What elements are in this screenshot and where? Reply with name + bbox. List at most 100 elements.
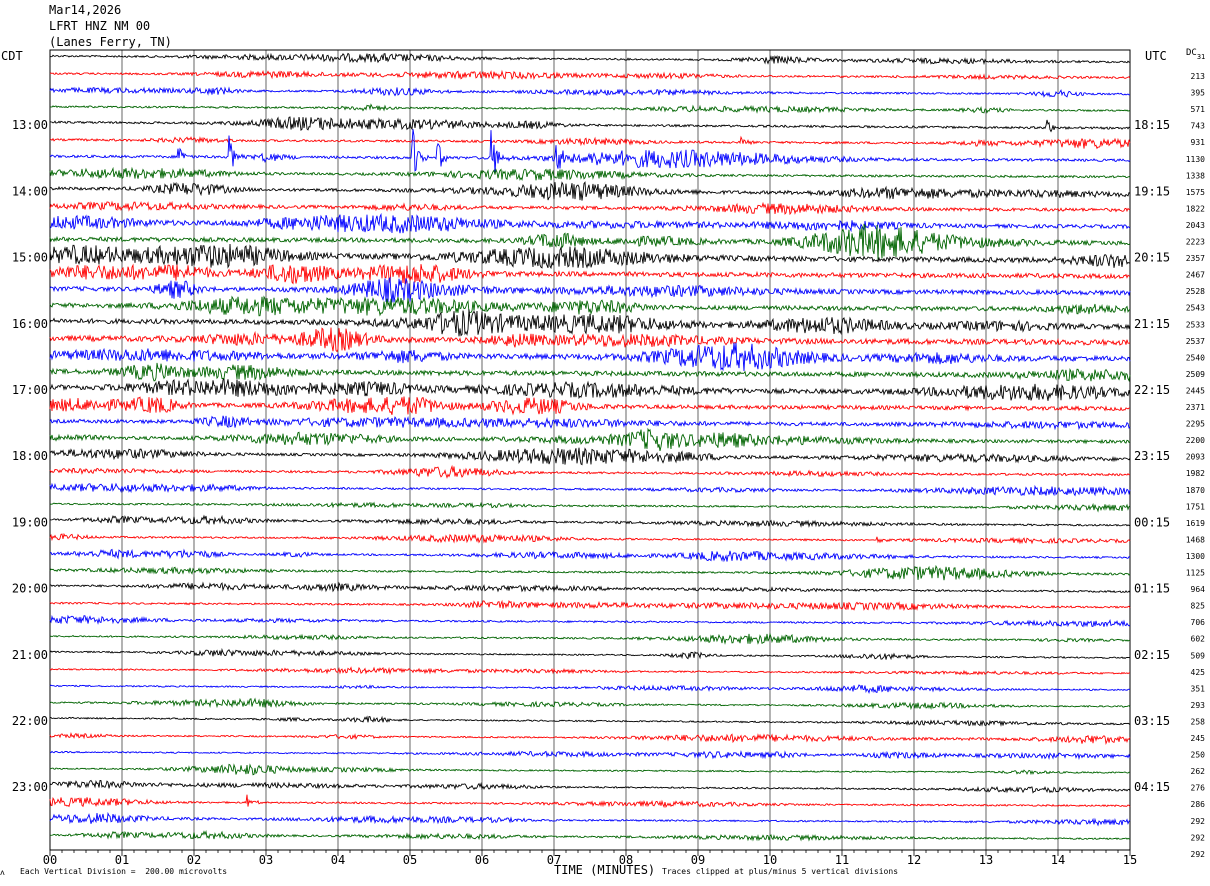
seismic-trace	[49, 223, 1131, 260]
dc-offset-label: 931	[1191, 138, 1206, 147]
seismic-trace	[49, 514, 1131, 528]
x-tick-label: 14	[1051, 853, 1065, 867]
dc-offset-label: 2223	[1186, 238, 1205, 247]
seismic-trace	[49, 181, 1131, 201]
dc-offset-label: 286	[1191, 800, 1206, 809]
x-tick-label: 03	[259, 853, 273, 867]
utc-time-label: 21:15	[1134, 317, 1170, 331]
seismic-trace	[49, 532, 1131, 545]
dc-offset-label: 2357	[1186, 254, 1205, 263]
utc-time-label: 01:15	[1134, 582, 1170, 596]
seismic-trace	[49, 52, 1131, 66]
x-tick-label: 04	[331, 853, 345, 867]
x-tick-label: 15	[1123, 853, 1137, 867]
utc-time-label: 18:15	[1134, 118, 1170, 132]
dc-offset-label: 425	[1191, 668, 1206, 677]
left-axis-title: CDT	[1, 49, 23, 63]
utc-time-label: 04:15	[1134, 780, 1170, 794]
seismic-trace	[49, 276, 1131, 303]
minute-grid	[49, 49, 1131, 851]
dc-offset-label: 2509	[1186, 370, 1205, 379]
scale-note: Each Vertical Division = 200.00 microvol…	[20, 867, 228, 876]
dc-offset-label: 262	[1191, 767, 1206, 776]
seismic-trace	[49, 396, 1131, 416]
seismic-trace	[49, 327, 1131, 353]
seismic-trace	[49, 86, 1131, 98]
seismic-trace	[49, 614, 1131, 628]
seismic-trace	[49, 548, 1131, 563]
station-location: (Lanes Ferry, TN)	[49, 35, 172, 49]
x-tick-label: 09	[691, 853, 705, 867]
seismic-trace	[49, 482, 1131, 497]
x-tick-label: 05	[403, 853, 417, 867]
dc-offset-label: 2043	[1186, 221, 1205, 230]
dc-offset-label: 706	[1191, 618, 1206, 627]
dc-offset-label: 250	[1191, 751, 1206, 760]
dc-offset-label: 245	[1191, 734, 1206, 743]
seismic-trace	[49, 794, 1131, 809]
seismic-trace	[49, 415, 1131, 431]
plot-date: Mar14,2026	[49, 3, 122, 17]
seismic-trace	[49, 464, 1131, 479]
dc-offset-label: 1982	[1186, 469, 1205, 478]
utc-time-label: 02:15	[1134, 648, 1170, 662]
dc-offset-label: 2371	[1186, 403, 1205, 412]
dc-offset-label: 743	[1191, 122, 1206, 131]
seismic-trace	[49, 129, 1131, 174]
x-tick-label: 10	[763, 853, 777, 867]
seismic-trace	[49, 697, 1131, 711]
seismic-trace	[49, 309, 1131, 337]
dc-offset-label: 2528	[1186, 287, 1205, 296]
seismic-trace	[49, 666, 1131, 676]
seismic-trace	[49, 69, 1131, 81]
utc-time-label: 03:15	[1134, 714, 1170, 728]
dc-column-title: DC31	[1186, 48, 1206, 61]
seismic-trace	[49, 362, 1131, 383]
cdt-time-label: 19:00	[12, 515, 48, 529]
time-labels: 13:00 14:00 15:00 16:00 17:00 18:00 19:00 20:00…	[12, 72, 1205, 859]
x-tick-label: 12	[907, 853, 921, 867]
dc-offset-label: 1619	[1186, 519, 1205, 528]
seismic-trace	[49, 166, 1131, 182]
clip-note: Traces clipped at plus/minus 5 vertical …	[662, 867, 899, 876]
x-tick-label: 00	[43, 853, 57, 867]
cdt-time-label: 13:00	[12, 118, 48, 132]
x-tick-label: 02	[187, 853, 201, 867]
seismic-trace	[49, 731, 1131, 746]
dc-offset-label: 292	[1191, 850, 1206, 859]
cdt-time-label: 20:00	[12, 582, 48, 596]
cdt-time-label: 22:00	[12, 714, 48, 728]
dc-offset-label: 2295	[1186, 420, 1205, 429]
x-axis-title: TIME (MINUTES)	[554, 863, 656, 877]
seismic-trace	[49, 564, 1131, 581]
dc-offset-label: 1870	[1186, 486, 1205, 495]
dc-offset-label: 1468	[1186, 535, 1205, 544]
dc-offset-label: 602	[1191, 635, 1206, 644]
dc-offset-label: 509	[1191, 651, 1206, 660]
dc-offset-label: 1338	[1186, 171, 1205, 180]
dc-offset-label: 1300	[1186, 552, 1205, 561]
seismic-trace	[49, 779, 1131, 794]
x-tick-label: 08	[619, 853, 633, 867]
seismic-trace	[49, 632, 1131, 645]
dc-offset-label: 292	[1191, 833, 1206, 842]
dc-offset-label: 293	[1191, 701, 1206, 710]
cdt-time-label: 21:00	[12, 648, 48, 662]
cdt-time-label: 18:00	[12, 449, 48, 463]
seismic-trace	[49, 684, 1131, 694]
x-tick-label: 11	[835, 853, 849, 867]
x-tick-label: 06	[475, 853, 489, 867]
dc-offset-label: 1822	[1186, 204, 1205, 213]
dc-offset-label: 351	[1191, 684, 1206, 693]
seismic-trace	[49, 447, 1131, 466]
x-tick-label: 01	[115, 853, 129, 867]
dc-offset-label: 964	[1191, 585, 1206, 594]
seismic-traces	[49, 52, 1131, 842]
cdt-time-label: 16:00	[12, 317, 48, 331]
seismic-trace	[49, 715, 1131, 727]
dc-offset-label: 2093	[1186, 453, 1205, 462]
seismic-trace	[49, 295, 1131, 317]
seismic-trace	[49, 243, 1131, 270]
seismic-trace	[49, 581, 1131, 594]
utc-time-label: 00:15	[1134, 515, 1170, 529]
